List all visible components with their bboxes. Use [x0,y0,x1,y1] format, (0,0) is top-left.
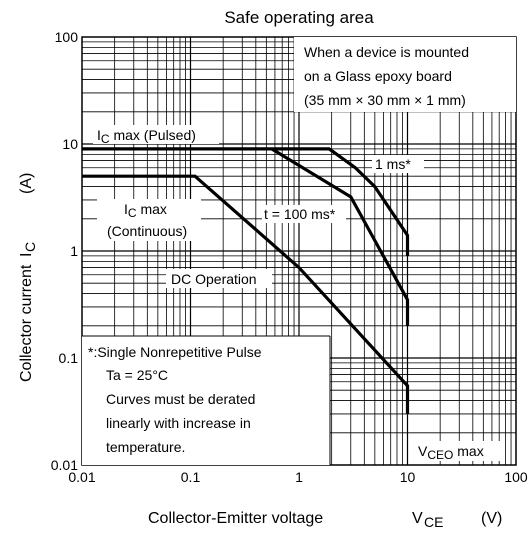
soa-curve-2 [270,147,410,326]
pulse-note-line: linearly with increase in [106,415,251,431]
soa-curve-1 [82,147,410,256]
pulse-note-box [82,336,330,465]
one-ms-label: 1 ms* [375,156,411,172]
ic-cont-label-bg [97,199,201,241]
y-axis-title: Collector current I C (A) [18,173,39,382]
soa-curve-3 [82,174,410,414]
chart-title: Safe operating area [224,8,374,27]
y-axis-title-subscript: C [22,242,38,252]
dc-label-bg [166,269,272,288]
ic-max-continuous-label-line2: (Continuous) [107,223,187,239]
x-tick-label: 100 [504,469,528,485]
y-axis-title-unit: (A) [18,173,35,194]
ic-pulsed-label-bg [93,125,219,144]
y-tick-label: 1 [70,243,78,259]
pulse-note-line: Curves must be derated [106,391,255,407]
x-tick-label: 1 [295,469,303,485]
y-tick-label: 100 [55,29,79,45]
pulse-note: *:Single Nonrepetitive Pulse Ta = 25°C C… [88,344,262,455]
dc-operation-label: DC Operation [171,271,257,287]
vceo-max-label: VCEO max [418,443,484,462]
x-tick-label: 10 [400,469,416,485]
pulse-note-line: *:Single Nonrepetitive Pulse [88,344,262,360]
pulse-note-line: Ta = 25°C [106,367,168,383]
mount-note-line: on a Glass epoxy board [304,68,452,84]
t-100ms-label: t = 100 ms* [264,206,336,222]
y-tick-label: 10 [62,136,78,152]
y-axis-title-symbol: I [18,253,35,257]
mount-note-box [294,37,516,112]
mount-note-line: (35 mm × 30 mm × 1 mm) [304,92,466,108]
mount-note: When a device is mounted on a Glass epox… [304,44,469,108]
x-axis-title-unit: (V) [481,510,502,527]
x-tick-label: 0.1 [181,469,201,485]
pulse-note-line: temperature. [106,439,185,455]
ic-max-pulsed-label: IC max (Pulsed) [97,127,196,146]
x-axis-title: Collector-Emitter voltage V CE (V) [148,510,502,531]
x-axis-title-symbol: V [412,510,423,527]
mount-note-line: When a device is mounted [304,44,469,60]
y-axis-title-main: Collector current [18,264,35,382]
ic-max-continuous-label: IC max [124,201,167,220]
one-ms-label-bg [372,155,424,173]
vceo-label-bg [414,441,504,461]
x-tick-label: 0.01 [68,469,95,485]
y-tick-label: 0.01 [51,457,78,473]
t100ms-label-bg [262,205,346,223]
x-axis-title-subscript: CE [424,514,443,530]
y-tick-label: 0.1 [59,350,79,366]
tick-labels: 0.01 0.1 1 10 100 0.01 0.1 1 10 100 [51,29,528,485]
x-axis-title-main: Collector-Emitter voltage [148,510,323,527]
curves [82,147,410,414]
